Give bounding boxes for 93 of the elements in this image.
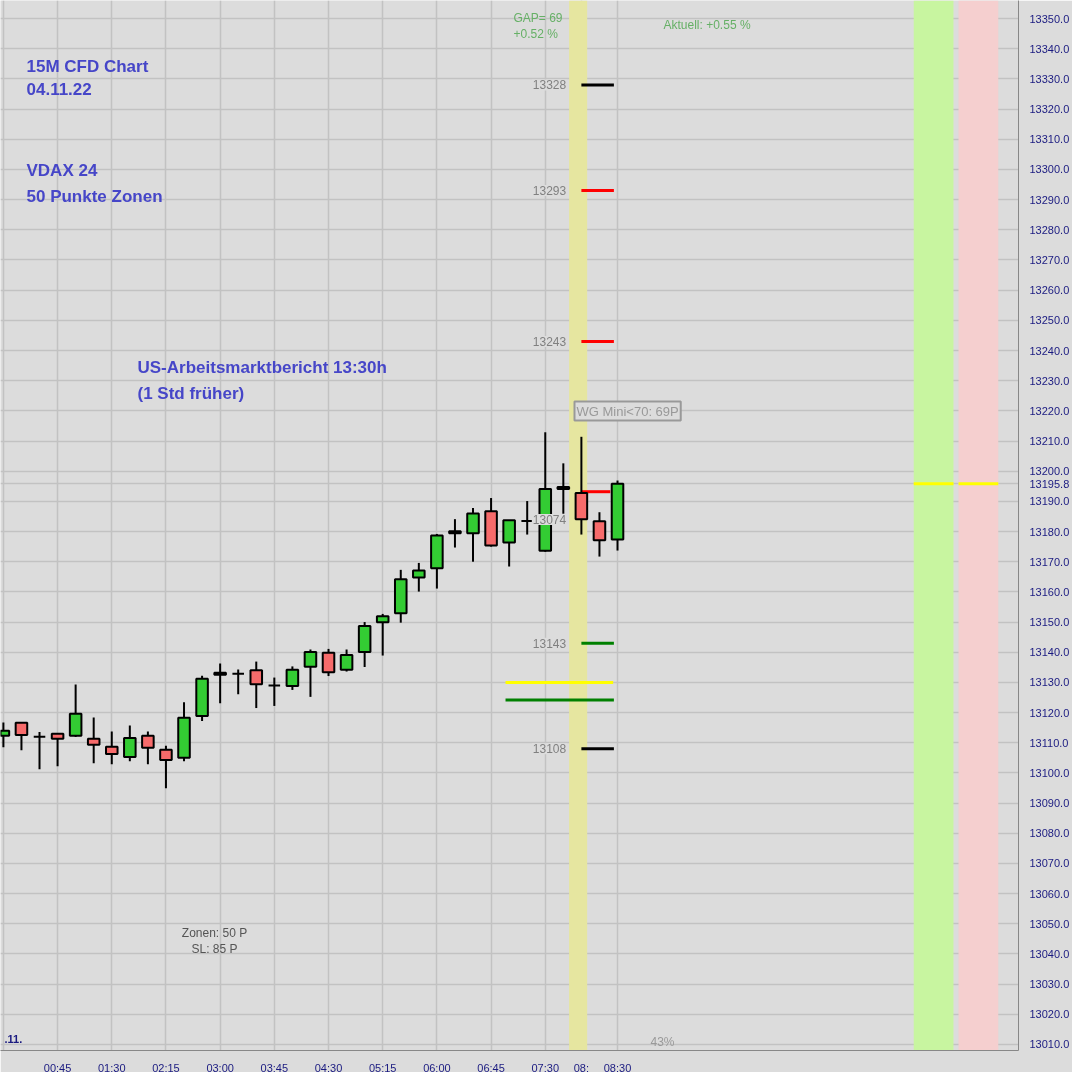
- candlestick: [339, 648, 354, 673]
- y-tick-label: 13220.0: [1029, 404, 1070, 417]
- x-tick-label: 05:15: [368, 1061, 397, 1072]
- y-tick-label: 13010.0: [1029, 1038, 1070, 1051]
- annotation: US-Arbeitsmarktbericht 13:30h: [137, 357, 387, 377]
- y-tick-label: 13260.0: [1029, 284, 1070, 297]
- candlestick: [14, 721, 29, 752]
- annotation: WG Mini<70: 69P: [576, 403, 679, 419]
- y-tick-label: 13020.0: [1029, 1008, 1070, 1021]
- annotation: GAP= 69: [513, 10, 563, 25]
- candlestick: [592, 511, 607, 558]
- candlestick: [249, 660, 264, 710]
- annotation: 50 Punkte Zonen: [26, 186, 163, 206]
- annotation: 13243: [532, 334, 567, 349]
- y-tick-label: 13040.0: [1029, 947, 1070, 960]
- candlestick: [159, 744, 173, 790]
- candlestick: [32, 730, 47, 771]
- y-tick-label: 13030.0: [1029, 978, 1070, 991]
- y-tick-label: 13120.0: [1029, 706, 1070, 719]
- candlestick: [520, 500, 534, 536]
- y-tick-label: 13050.0: [1029, 917, 1070, 930]
- candlestick: [231, 668, 245, 696]
- candlestick: [412, 561, 426, 593]
- y-tick-label: 13250.0: [1029, 314, 1070, 327]
- annotation: VDAX 24: [26, 160, 98, 180]
- y-tick-label: 13200.0: [1029, 465, 1070, 478]
- y-tick-label: 13190.0: [1029, 495, 1070, 508]
- y-tick-label: 13270.0: [1029, 253, 1070, 266]
- x-tick-label: 03:45: [260, 1061, 289, 1072]
- y-tick-label: 13180.0: [1029, 525, 1070, 538]
- candlestick: [448, 518, 462, 549]
- annotation: Aktuell: +0.55 %: [663, 17, 751, 32]
- candlestick: [267, 676, 282, 707]
- x-tick-label: 03:00: [206, 1061, 234, 1072]
- y-tick-label: 13330.0: [1029, 72, 1070, 85]
- y-tick-label: 13150.0: [1029, 616, 1070, 629]
- y-tick-label: 13090.0: [1029, 797, 1070, 810]
- y-tick-label: 13310.0: [1029, 133, 1070, 146]
- y-tick-label: 13110.0: [1029, 736, 1069, 749]
- candlestick: [104, 730, 119, 766]
- candlestick: [50, 732, 65, 768]
- annotation: (1 Std früher): [137, 383, 245, 403]
- candlestick: [213, 662, 227, 705]
- y-tick-label: 13170.0: [1029, 555, 1070, 568]
- x-tick-label: 06:00: [423, 1061, 451, 1072]
- annotation: 43%: [650, 1034, 675, 1049]
- candlestick: [303, 648, 318, 698]
- annotation: .11.: [4, 1032, 23, 1045]
- candlestick: [556, 462, 571, 515]
- candlestick: [285, 665, 300, 691]
- candlestick: [321, 647, 336, 678]
- y-tick-label: 13160.0: [1029, 585, 1070, 598]
- x-tick-label: 08:: [573, 1061, 590, 1072]
- annotation: 13108: [532, 742, 567, 757]
- x-tick-label: 04:30: [314, 1061, 343, 1072]
- annotation: 13074: [532, 512, 567, 527]
- y-tick-label: 13240.0: [1029, 344, 1070, 357]
- y-tick-label: 13080.0: [1029, 827, 1070, 840]
- x-tick-label: 08:30: [603, 1061, 632, 1072]
- candlestick: [141, 730, 155, 766]
- candlestick: [466, 507, 480, 563]
- y-tick-label: 13210.0: [1029, 435, 1070, 448]
- candlestick: [375, 612, 390, 657]
- x-tick-label: 06:45: [477, 1061, 505, 1072]
- annotation: SL: 85 P: [191, 941, 238, 956]
- x-tick-label: 02:15: [152, 1061, 180, 1072]
- y-tick-label: 13070.0: [1029, 857, 1070, 870]
- candlestick: [68, 683, 83, 739]
- y-tick-label: 13130.0: [1029, 676, 1070, 689]
- x-tick-label: 07:30: [531, 1061, 560, 1072]
- x-tick-label: 00:45: [43, 1061, 72, 1072]
- candlestick: [502, 519, 516, 568]
- annotation: 13143: [532, 636, 567, 651]
- y-tick-label: 13060.0: [1029, 887, 1070, 900]
- y-tick-label: 13290.0: [1029, 193, 1070, 206]
- annotation: 13328: [532, 78, 567, 93]
- candlestick: [86, 716, 101, 765]
- y-tick-label: 13140.0: [1029, 646, 1070, 659]
- text: 04.11.22: [26, 79, 92, 99]
- y-tick-label: 13280.0: [1029, 223, 1070, 236]
- y-tick-label: 13100.0: [1029, 766, 1070, 779]
- y-tick-label: 13230.0: [1029, 374, 1070, 387]
- x-tick-label: 01:30: [98, 1061, 126, 1072]
- annotation: 13293: [532, 184, 567, 199]
- y-tick-label: 13320.0: [1029, 103, 1070, 116]
- annotation: +0.52 %: [513, 26, 559, 41]
- y-tick-label: 13340.0: [1029, 42, 1070, 55]
- candlestick: [123, 724, 137, 763]
- text: 15M CFD Chart: [26, 56, 149, 76]
- annotation: Zonen: 50 P: [181, 925, 248, 940]
- y-tick-label: 13350.0: [1029, 12, 1070, 25]
- y-tick-label: 13300.0: [1029, 163, 1070, 176]
- y-tick-label: 13195.8: [1029, 477, 1070, 490]
